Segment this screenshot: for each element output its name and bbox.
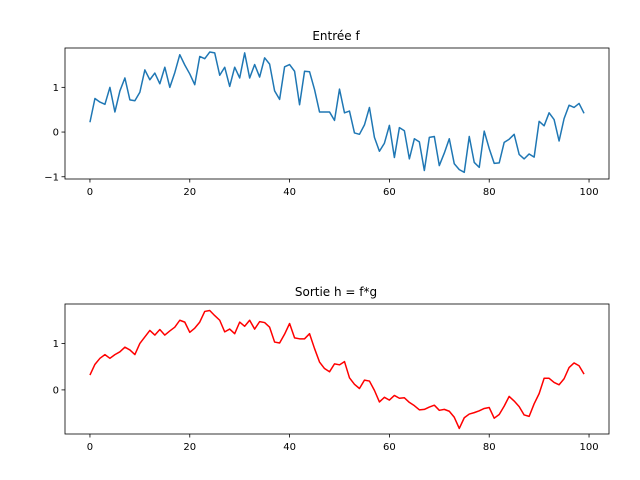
plot-input: Entrée f 0 20 40 60 80 100 −1 0 1 xyxy=(44,29,610,198)
plot-output: Sortie h = f*g 0 20 40 60 80 100 0 1 xyxy=(53,285,610,453)
plot-input-xtick-label: 80 xyxy=(483,187,496,198)
plot-output-xtick-label: 100 xyxy=(579,442,598,453)
plot-input-marks: 0 20 40 60 80 100 −1 0 1 xyxy=(44,51,599,198)
plot-input-ytick-label: 0 xyxy=(53,128,59,139)
plot-output-xtick-label: 20 xyxy=(183,442,196,453)
plot-input-xtick-label: 100 xyxy=(579,187,598,198)
plot-input-ytick-label: 1 xyxy=(53,83,59,94)
plot-input-xtick-label: 60 xyxy=(383,187,396,198)
plot-input-frame xyxy=(64,47,610,180)
plot-output-xtick-label: 40 xyxy=(283,442,296,453)
plot-input-xtick-label: 0 xyxy=(87,187,93,198)
plot-output-series-line xyxy=(89,309,585,430)
plot-output-marks: 0 20 40 60 80 100 0 1 xyxy=(53,309,599,453)
plot-output-xtick-label: 80 xyxy=(483,442,496,453)
plot-output-ytick-label: 0 xyxy=(53,385,59,396)
plot-output-xtick-label: 0 xyxy=(87,442,93,453)
plot-input-xtick-label: 40 xyxy=(283,187,296,198)
plot-input-ytick-label: −1 xyxy=(44,172,59,183)
plot-input-title: Entrée f xyxy=(312,29,360,43)
plot-output-frame xyxy=(64,303,610,435)
plot-input-series-line xyxy=(89,51,585,174)
plot-output-ytick-label: 1 xyxy=(53,339,59,350)
plot-output-xtick-label: 60 xyxy=(383,442,396,453)
plot-output-title: Sortie h = f*g xyxy=(295,285,377,299)
plot-input-xtick-label: 20 xyxy=(183,187,196,198)
